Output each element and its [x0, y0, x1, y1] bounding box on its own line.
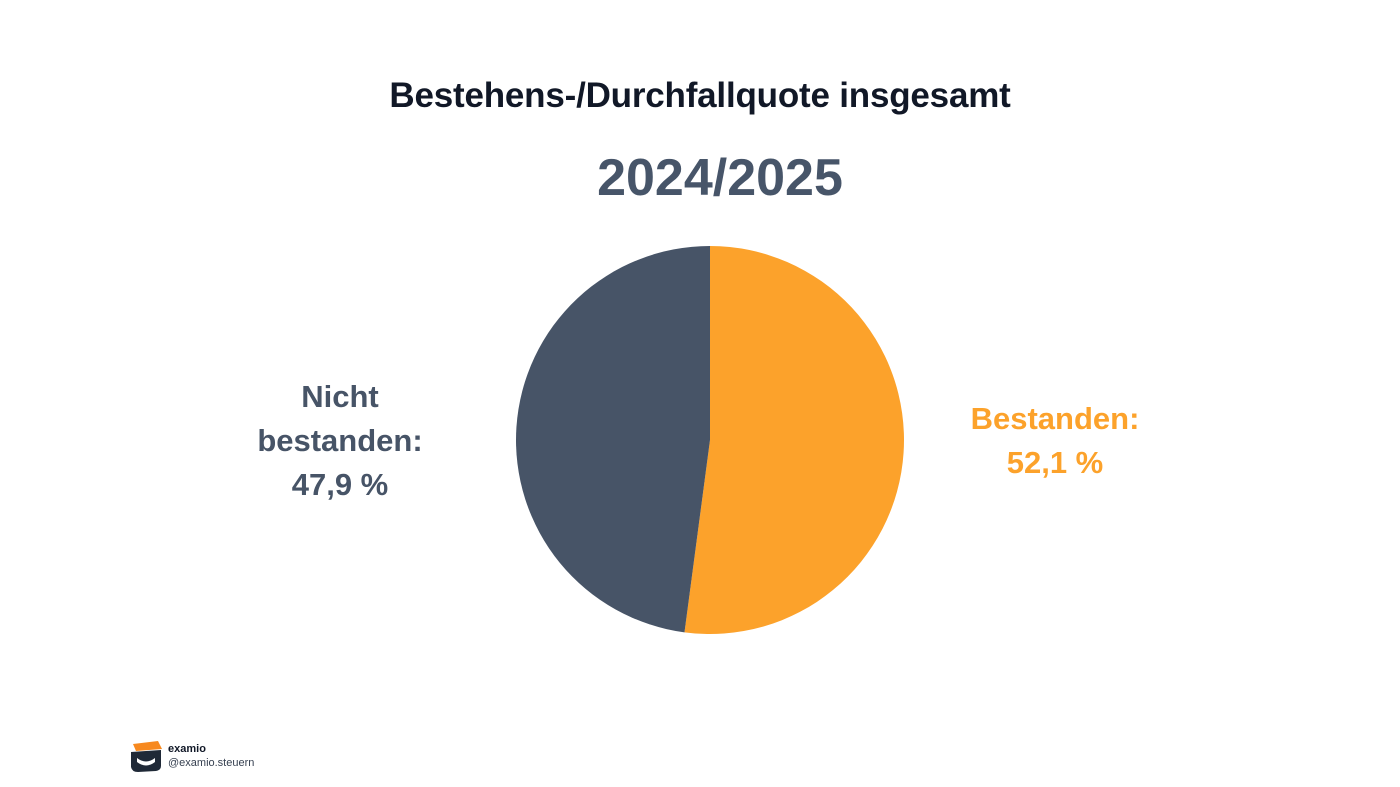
brand-footer: examio @examio.steuern	[128, 738, 254, 774]
chart-title: Bestehens-/Durchfallquote insgesamt	[389, 76, 1011, 115]
pie-slice-nicht-bestanden	[516, 246, 710, 633]
pie-chart	[516, 246, 905, 634]
failed-label-name: Nicht bestanden:	[257, 379, 423, 458]
passed-label-name: Bestanden:	[970, 401, 1140, 436]
passed-slice-label: Bestanden: 52,1 %	[950, 397, 1160, 485]
passed-label-value: 52,1 %	[1006, 445, 1104, 480]
brand-name: examio	[168, 743, 206, 755]
failed-label-value: 47,9 %	[291, 467, 389, 502]
failed-slice-label: Nicht bestanden: 47,9 %	[230, 375, 450, 507]
pie-slice-bestanden	[684, 246, 905, 634]
examio-logo-icon	[131, 741, 162, 772]
brand-handle: @examio.steuern	[168, 757, 255, 769]
chart-subtitle: 2024/2025	[597, 149, 843, 207]
